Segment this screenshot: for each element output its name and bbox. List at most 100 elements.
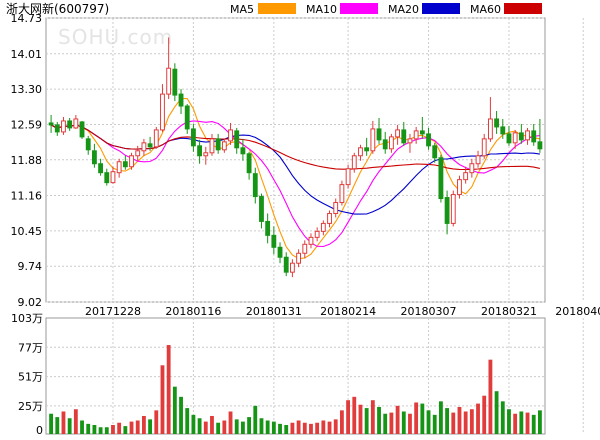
candle [141,138,147,156]
candle [246,151,252,180]
volume-bar [240,421,245,434]
candle-body [444,197,450,224]
candle [296,249,302,268]
price-tick-label: 9.74 [18,260,43,273]
candle-body [438,157,444,200]
volume-panel-frame [45,317,546,435]
volume-tick-label: 103万 [11,312,43,325]
candle [252,167,258,204]
candle [48,114,54,133]
candle [259,193,264,229]
candle-body [296,252,302,264]
price-grid [46,17,584,434]
candle [463,166,469,184]
candle [302,240,308,259]
candle [345,164,351,189]
volume-bar [519,411,524,434]
candle [190,123,196,152]
volume-bar [525,412,530,434]
candle-body [370,128,376,152]
volume-bar [197,418,202,434]
volume-bar [358,404,363,434]
volume-bar [457,406,462,434]
candle [314,227,320,242]
candle-body [518,132,524,141]
price-axis-labels: 14.73 14.01 13.30 12.59 11.88 11.16 10.45 9.74 9… [11,12,43,309]
candle [351,152,357,173]
volume-bar [111,424,115,434]
volume-bar [395,405,400,434]
candle-body [153,129,159,148]
volume-bar [278,423,282,434]
volume-bar [414,402,419,434]
candle-body [246,153,252,174]
date-tick-label: 20180116 [165,305,221,318]
volume-bar [507,409,511,434]
candle-body [79,121,85,138]
candle-body [129,155,134,168]
legend-item-ma20: MA20 [388,3,460,16]
candle [419,116,425,139]
date-tick-label: 20180321 [481,305,537,318]
candle-body [500,126,506,135]
candle-body [432,145,438,159]
volume-bar [234,419,239,434]
candle [209,133,215,156]
candle-body [197,145,203,157]
volume-tick-label: 25万 [18,400,43,413]
legend-swatch [422,3,460,14]
candle [234,127,240,154]
candle-body [221,141,227,151]
candle [85,135,91,155]
candle [339,180,345,206]
volume-bar [271,421,276,434]
candle-body [271,234,277,248]
candle [333,198,339,218]
candle [289,259,295,278]
candle-body [54,124,60,133]
candle-body [209,138,215,154]
candle-body [339,184,345,204]
candle [376,117,382,144]
candle-body [308,236,314,245]
candle [147,136,153,151]
price-tick-label: 13.30 [11,83,43,96]
candle-body [302,243,308,254]
candle-body [401,129,407,144]
legend-swatch [340,3,378,14]
volume-bar [438,401,443,434]
volume-bar [166,345,171,434]
volume-bar [537,410,542,434]
candle [494,111,500,134]
volume-bar [408,413,412,434]
candle-body [382,139,388,150]
candle [388,133,394,153]
volume-bar [451,412,456,434]
candle [481,133,487,159]
candle [54,121,60,136]
candle-body [388,136,394,150]
candle [364,137,370,156]
candle [215,133,221,154]
candle-body [277,246,283,258]
volume-tick-label: 0 [36,424,43,437]
candle-body [351,155,357,170]
candle-body [494,118,500,128]
chart-frame [45,17,546,435]
candle [228,122,233,145]
candle [308,233,314,249]
legend-label: MA10 [306,3,337,16]
volume-bar [253,405,258,434]
volume-bar [494,391,499,434]
candle-body [252,173,258,198]
candle [271,226,277,255]
volume-bar [123,426,128,434]
candlesticks [48,37,543,278]
volume-tick-label: 51万 [18,371,43,384]
volume-bar [296,420,301,434]
candle-body [172,68,178,96]
candle [450,190,456,227]
candle-body [395,129,401,138]
candle [166,37,172,100]
